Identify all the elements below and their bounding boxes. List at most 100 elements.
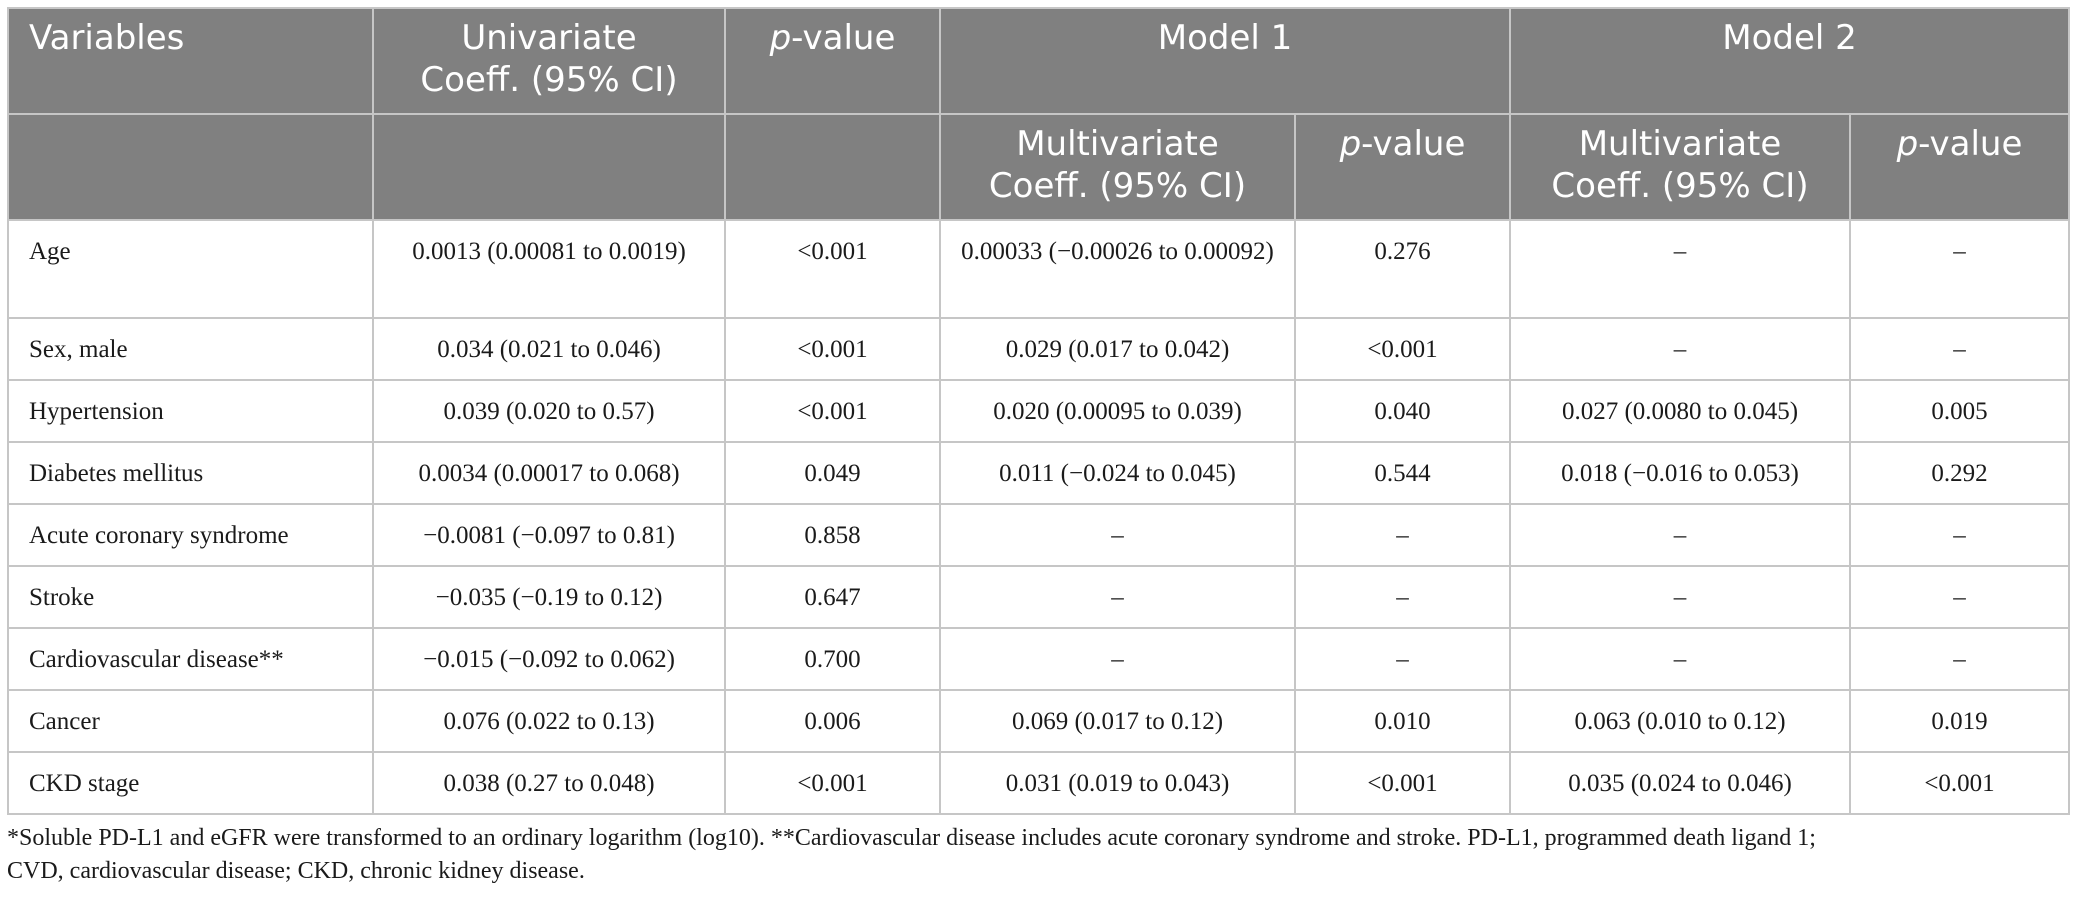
table-row: Acute coronary syndrome −0.0081 (−0.097 … (7, 503, 2070, 567)
model1-coef-cell: – (939, 503, 1296, 567)
model2-p-cell: – (1849, 219, 2070, 319)
univariate-coef-cell: 0.034 (0.021 to 0.046) (372, 317, 726, 381)
univariate-coef-cell: −0.035 (−0.19 to 0.12) (372, 565, 726, 629)
univariate-p-cell: <0.001 (724, 219, 941, 319)
variable-cell: Cardiovascular disease** (7, 627, 374, 691)
univariate-coef-cell: 0.0034 (0.00017 to 0.068) (372, 441, 726, 505)
model1-p-cell: <0.001 (1294, 317, 1511, 381)
model1-p-cell: 0.010 (1294, 689, 1511, 753)
footnote-line-2: CVD, cardiovascular disease; CKD, chroni… (7, 858, 585, 884)
blank-header-cell (724, 113, 941, 221)
model1-coef-cell: 0.020 (0.00095 to 0.039) (939, 379, 1296, 443)
model2-p-cell: 0.005 (1849, 379, 2070, 443)
univariate-coef-cell: −0.0081 (−0.097 to 0.81) (372, 503, 726, 567)
multi-label-line1: Multivariate (1578, 124, 1782, 164)
table-row: Cardiovascular disease** −0.015 (−0.092 … (7, 627, 2070, 691)
col-header-m1-coef: Multivariate Coeff. (95% CI) (939, 113, 1296, 221)
blank-header-cell (372, 113, 726, 221)
blank-header-cell (7, 113, 374, 221)
variable-cell: CKD stage (7, 751, 374, 815)
col-header-univariate-p: p-value (724, 7, 941, 115)
multi-label-line2: Coeff. (95% CI) (1551, 166, 1809, 206)
variable-cell: Hypertension (7, 379, 374, 443)
univariate-p-cell: 0.647 (724, 565, 941, 629)
footnote-line-1: *Soluble PD-L1 and eGFR were transformed… (7, 825, 1816, 851)
variable-cell: Sex, male (7, 317, 374, 381)
model2-coef-cell: 0.027 (0.0080 to 0.045) (1509, 379, 1851, 443)
univariate-coef-cell: 0.039 (0.020 to 0.57) (372, 379, 726, 443)
table-row: Age 0.0013 (0.00081 to 0.0019) <0.001 0.… (7, 219, 2070, 319)
table-row: Stroke −0.035 (−0.19 to 0.12) 0.647 – – … (7, 565, 2070, 629)
model2-coef-cell: – (1509, 317, 1851, 381)
model1-coef-cell: 0.029 (0.017 to 0.042) (939, 317, 1296, 381)
model2-p-cell: <0.001 (1849, 751, 2070, 815)
table-row: Cancer 0.076 (0.022 to 0.13) 0.006 0.069… (7, 689, 2070, 753)
model1-coef-cell: 0.031 (0.019 to 0.043) (939, 751, 1296, 815)
model1-p-cell: 0.276 (1294, 219, 1511, 319)
model1-coef-cell: – (939, 627, 1296, 691)
model2-coef-cell: – (1509, 565, 1851, 629)
variable-cell: Cancer (7, 689, 374, 753)
model1-p-cell: <0.001 (1294, 751, 1511, 815)
table-row: Hypertension 0.039 (0.020 to 0.57) <0.00… (7, 379, 2070, 443)
col-header-univariate: Univariate Coeff. (95% CI) (372, 7, 726, 115)
model2-coef-cell: 0.063 (0.010 to 0.12) (1509, 689, 1851, 753)
col-header-model1: Model 1 (939, 7, 1511, 115)
variable-cell: Age (7, 219, 374, 319)
model2-coef-cell: – (1509, 627, 1851, 691)
col-header-variables: Variables (7, 7, 374, 115)
univariate-coef-cell: 0.038 (0.27 to 0.048) (372, 751, 726, 815)
model1-p-cell: – (1294, 627, 1511, 691)
p-rest: -value (1361, 124, 1466, 164)
table-footnote: *Soluble PD-L1 and eGFR were transformed… (7, 822, 2068, 888)
regression-table: Variables Univariate Coeff. (95% CI) p-v… (7, 7, 2070, 815)
model1-p-cell: – (1294, 565, 1511, 629)
p-italic: p (1896, 124, 1919, 164)
p-italic: p (1339, 124, 1362, 164)
univariate-p-cell: 0.006 (724, 689, 941, 753)
model2-coef-cell: – (1509, 219, 1851, 319)
model2-coef-cell: 0.018 (−0.016 to 0.053) (1509, 441, 1851, 505)
model2-p-cell: 0.019 (1849, 689, 2070, 753)
univariate-p-cell: <0.001 (724, 379, 941, 443)
univariate-p-cell: <0.001 (724, 317, 941, 381)
p-rest: -value (791, 18, 896, 58)
model1-p-cell: 0.040 (1294, 379, 1511, 443)
model2-p-cell: – (1849, 503, 2070, 567)
univariate-p-cell: <0.001 (724, 751, 941, 815)
regression-table-container: Variables Univariate Coeff. (95% CI) p-v… (7, 7, 2070, 815)
table-row: CKD stage 0.038 (0.27 to 0.048) <0.001 0… (7, 751, 2070, 815)
univariate-coef-cell: −0.015 (−0.092 to 0.062) (372, 627, 726, 691)
univariate-label-line1: Univariate (461, 18, 637, 58)
variable-cell: Stroke (7, 565, 374, 629)
model2-p-cell: – (1849, 627, 2070, 691)
univariate-p-cell: 0.049 (724, 441, 941, 505)
univariate-p-cell: 0.700 (724, 627, 941, 691)
col-header-m2-p: p-value (1849, 113, 2070, 221)
table-row: Sex, male 0.034 (0.021 to 0.046) <0.001 … (7, 317, 2070, 381)
model2-p-cell: – (1849, 317, 2070, 381)
variable-cell: Diabetes mellitus (7, 441, 374, 505)
model1-p-cell: – (1294, 503, 1511, 567)
table-body: Age 0.0013 (0.00081 to 0.0019) <0.001 0.… (7, 219, 2070, 815)
model1-coef-cell: 0.011 (−0.024 to 0.045) (939, 441, 1296, 505)
model1-coef-cell: – (939, 565, 1296, 629)
univariate-label-line2: Coeff. (95% CI) (420, 60, 678, 100)
header-row-2: Multivariate Coeff. (95% CI) p-value Mul… (7, 113, 2070, 221)
header-row-1: Variables Univariate Coeff. (95% CI) p-v… (7, 7, 2070, 115)
model1-coef-cell: 0.069 (0.017 to 0.12) (939, 689, 1296, 753)
table-header: Variables Univariate Coeff. (95% CI) p-v… (7, 7, 2070, 221)
model2-coef-cell: 0.035 (0.024 to 0.046) (1509, 751, 1851, 815)
univariate-coef-cell: 0.076 (0.022 to 0.13) (372, 689, 726, 753)
model2-coef-cell: – (1509, 503, 1851, 567)
table-row: Diabetes mellitus 0.0034 (0.00017 to 0.0… (7, 441, 2070, 505)
p-rest: -value (1918, 124, 2023, 164)
p-italic: p (769, 18, 792, 58)
model1-p-cell: 0.544 (1294, 441, 1511, 505)
univariate-coef-cell: 0.0013 (0.00081 to 0.0019) (372, 219, 726, 319)
variable-cell: Acute coronary syndrome (7, 503, 374, 567)
multi-label-line1: Multivariate (1016, 124, 1219, 164)
multi-label-line2: Coeff. (95% CI) (988, 166, 1247, 206)
model2-p-cell: 0.292 (1849, 441, 2070, 505)
model1-coef-cell: 0.00033 (−0.00026 to 0.00092) (939, 219, 1296, 319)
